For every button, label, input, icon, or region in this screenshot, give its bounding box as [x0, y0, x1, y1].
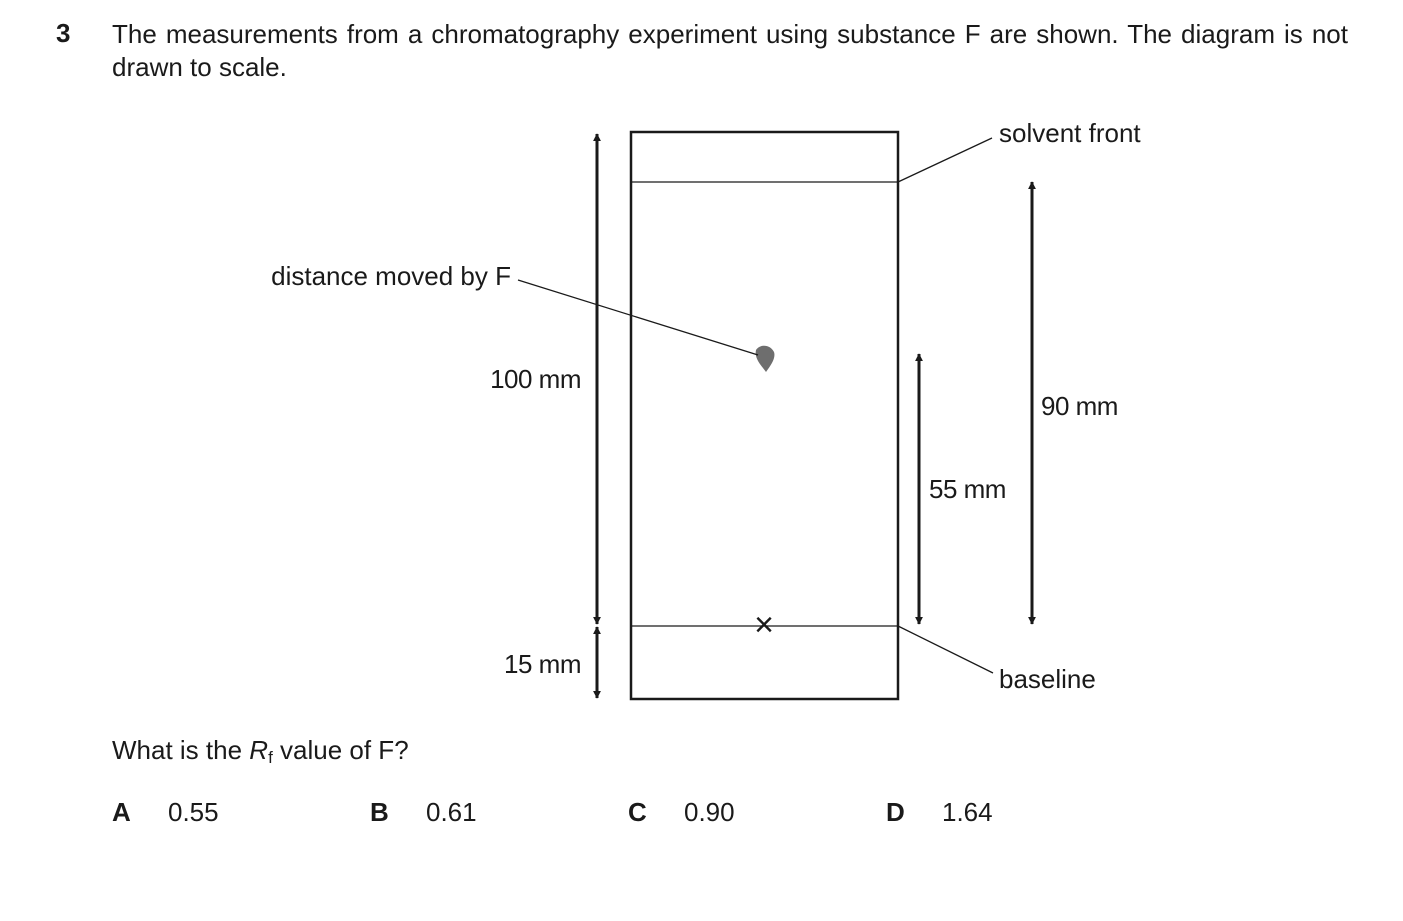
chromatography-paper: [629, 130, 900, 701]
measurement-55mm: 55 mm: [929, 474, 1006, 504]
baseline-label: baseline: [999, 664, 1096, 694]
measurement-15mm: 15 mm: [504, 649, 581, 679]
solvent-front-leader: [897, 137, 993, 183]
option-d-letter: D: [886, 797, 905, 827]
solvent-front-label: solvent front: [999, 118, 1141, 148]
baseline-leader: [897, 625, 994, 674]
option-d[interactable]: D 1.64: [886, 797, 993, 828]
option-c-value: 0.90: [684, 797, 735, 827]
question-prompt: What is the Rf value of F?: [112, 735, 409, 768]
rf-subscript: f: [268, 748, 273, 767]
option-b-value: 0.61: [426, 797, 477, 827]
rf-symbol: R: [249, 735, 269, 765]
question-number: 3: [56, 18, 71, 48]
prompt-after: value of F?: [272, 735, 409, 765]
option-a[interactable]: A 0.55: [112, 797, 219, 828]
measurement-100mm: 100 mm: [490, 364, 581, 394]
baseline-cross: ×: [754, 606, 774, 644]
option-b-letter: B: [370, 797, 389, 827]
option-a-value: 0.55: [168, 797, 219, 827]
option-a-letter: A: [112, 797, 131, 827]
option-c-letter: C: [628, 797, 647, 827]
question-stem: The measurements from a chromatography e…: [112, 19, 1348, 82]
option-d-value: 1.64: [942, 797, 993, 827]
spot-f: [755, 345, 775, 372]
measurement-90mm: 90 mm: [1041, 391, 1118, 421]
prompt-before: What is the: [112, 735, 250, 765]
distance-moved-label: distance moved by F: [271, 261, 511, 291]
option-b[interactable]: B 0.61: [370, 797, 477, 828]
distance-moved-leader: [517, 279, 759, 356]
option-c[interactable]: C 0.90: [628, 797, 735, 828]
